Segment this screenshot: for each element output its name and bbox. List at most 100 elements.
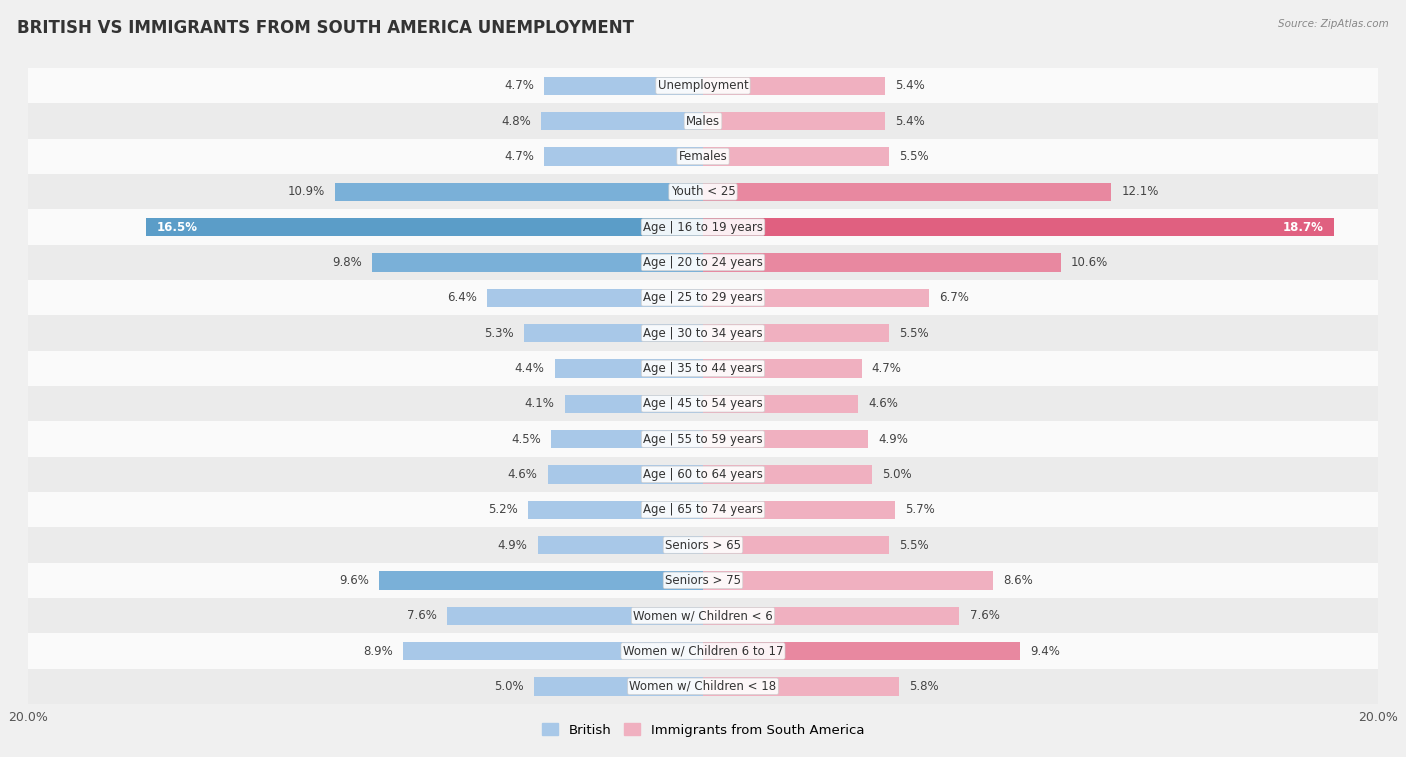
Bar (28, 210, 1378, 245)
Text: Age | 55 to 59 years: Age | 55 to 59 years (643, 432, 763, 446)
Text: 5.5%: 5.5% (898, 326, 928, 340)
Text: 5.3%: 5.3% (485, 326, 515, 340)
Bar (544, 76, 703, 95)
Bar (28, 174, 1378, 210)
Text: 5.4%: 5.4% (896, 114, 925, 128)
Text: 6.4%: 6.4% (447, 291, 477, 304)
Text: Females: Females (679, 150, 727, 163)
Text: Unemployment: Unemployment (658, 79, 748, 92)
Text: Males: Males (686, 114, 720, 128)
Text: 7.6%: 7.6% (406, 609, 436, 622)
Bar (703, 218, 1334, 236)
Bar (554, 360, 703, 378)
Text: 8.6%: 8.6% (1004, 574, 1033, 587)
Text: 5.5%: 5.5% (898, 150, 928, 163)
Bar (402, 642, 703, 660)
Bar (703, 430, 869, 448)
Text: 4.5%: 4.5% (512, 432, 541, 446)
Text: 5.4%: 5.4% (896, 79, 925, 92)
Bar (537, 536, 703, 554)
Text: 7.6%: 7.6% (970, 609, 1000, 622)
Text: 9.4%: 9.4% (1031, 644, 1060, 658)
Bar (335, 182, 703, 201)
Text: 4.7%: 4.7% (505, 79, 534, 92)
Text: 12.1%: 12.1% (1122, 185, 1159, 198)
Text: 4.4%: 4.4% (515, 362, 544, 375)
Text: 5.0%: 5.0% (495, 680, 524, 693)
Bar (548, 466, 703, 484)
Bar (28, 245, 1378, 280)
Bar (703, 536, 889, 554)
Text: Women w/ Children < 18: Women w/ Children < 18 (630, 680, 776, 693)
Text: Source: ZipAtlas.com: Source: ZipAtlas.com (1278, 19, 1389, 29)
Text: 10.6%: 10.6% (1071, 256, 1108, 269)
Bar (703, 500, 896, 519)
Text: 4.8%: 4.8% (501, 114, 531, 128)
Bar (541, 112, 703, 130)
Text: Seniors > 65: Seniors > 65 (665, 538, 741, 552)
Bar (703, 678, 898, 696)
Bar (28, 562, 1378, 598)
Text: Age | 16 to 19 years: Age | 16 to 19 years (643, 220, 763, 234)
Bar (28, 139, 1378, 174)
Bar (28, 104, 1378, 139)
Text: BRITISH VS IMMIGRANTS FROM SOUTH AMERICA UNEMPLOYMENT: BRITISH VS IMMIGRANTS FROM SOUTH AMERICA… (17, 19, 634, 37)
Bar (703, 148, 889, 166)
Bar (703, 254, 1060, 272)
Text: Age | 60 to 64 years: Age | 60 to 64 years (643, 468, 763, 481)
Bar (380, 572, 703, 590)
Text: 18.7%: 18.7% (1284, 220, 1324, 234)
Bar (703, 466, 872, 484)
Text: 4.6%: 4.6% (508, 468, 537, 481)
Text: 9.8%: 9.8% (332, 256, 363, 269)
Bar (551, 430, 703, 448)
Bar (28, 280, 1378, 316)
Bar (28, 634, 1378, 668)
Bar (28, 350, 1378, 386)
Text: 9.6%: 9.6% (339, 574, 368, 587)
Bar (703, 182, 1111, 201)
Text: 4.7%: 4.7% (505, 150, 534, 163)
Bar (703, 360, 862, 378)
Bar (544, 148, 703, 166)
Text: Women w/ Children 6 to 17: Women w/ Children 6 to 17 (623, 644, 783, 658)
Text: 5.5%: 5.5% (898, 538, 928, 552)
Text: 5.0%: 5.0% (882, 468, 911, 481)
Bar (28, 316, 1378, 350)
Text: Age | 20 to 24 years: Age | 20 to 24 years (643, 256, 763, 269)
Bar (703, 112, 886, 130)
Text: 8.9%: 8.9% (363, 644, 392, 658)
Text: 4.7%: 4.7% (872, 362, 901, 375)
Text: 4.9%: 4.9% (879, 432, 908, 446)
Legend: British, Immigrants from South America: British, Immigrants from South America (537, 718, 869, 742)
Text: 5.2%: 5.2% (488, 503, 517, 516)
Text: Women w/ Children < 6: Women w/ Children < 6 (633, 609, 773, 622)
Text: Age | 45 to 54 years: Age | 45 to 54 years (643, 397, 763, 410)
Bar (28, 68, 1378, 104)
Bar (527, 500, 703, 519)
Bar (447, 606, 703, 625)
Bar (524, 324, 703, 342)
Text: 16.5%: 16.5% (156, 220, 197, 234)
Text: 6.7%: 6.7% (939, 291, 969, 304)
Text: 10.9%: 10.9% (288, 185, 325, 198)
Bar (28, 598, 1378, 634)
Bar (703, 606, 959, 625)
Bar (703, 288, 929, 307)
Bar (565, 394, 703, 413)
Text: Youth < 25: Youth < 25 (671, 185, 735, 198)
Bar (486, 288, 703, 307)
Bar (28, 422, 1378, 456)
Text: 5.8%: 5.8% (908, 680, 938, 693)
Bar (28, 528, 1378, 562)
Bar (703, 572, 993, 590)
Text: Age | 25 to 29 years: Age | 25 to 29 years (643, 291, 763, 304)
Bar (28, 668, 1378, 704)
Text: 4.9%: 4.9% (498, 538, 527, 552)
Bar (373, 254, 703, 272)
Bar (703, 394, 858, 413)
Bar (534, 678, 703, 696)
Bar (703, 324, 889, 342)
Bar (28, 492, 1378, 528)
Text: 5.7%: 5.7% (905, 503, 935, 516)
